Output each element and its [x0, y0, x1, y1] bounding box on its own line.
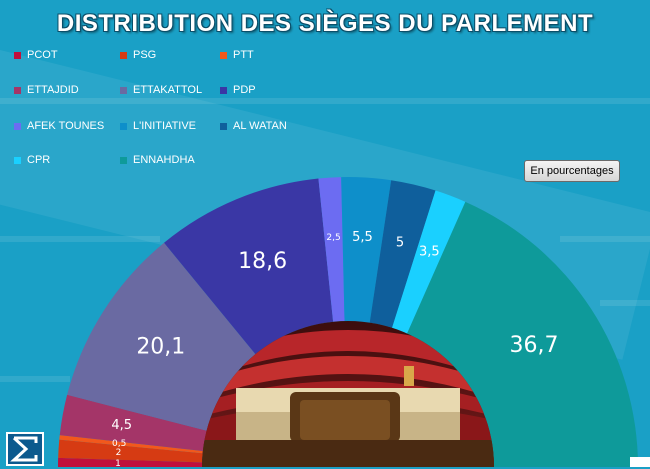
percentage-toggle-button[interactable]: En pourcentages — [524, 160, 620, 182]
legend-label: PTT — [233, 49, 254, 61]
legend-item: L'INITIATIVE — [120, 119, 196, 133]
legend-swatch — [120, 122, 127, 130]
slice-pcot — [58, 457, 203, 467]
legend-item: PDP — [220, 83, 256, 97]
data-label: 18,6 — [238, 249, 287, 274]
legend-label: PSG — [133, 49, 157, 61]
slice-psg — [58, 439, 203, 463]
legend-label: ETTAKATTOL — [133, 84, 203, 96]
legend-item: ENNAHDHA — [120, 153, 195, 167]
legend-item: PTT — [220, 48, 254, 62]
background-stripe — [0, 98, 650, 104]
legend-item: ETTAKATTOL — [120, 83, 202, 97]
data-label: 3,5 — [419, 244, 440, 259]
slice-ettajdid — [59, 394, 207, 451]
corner-box — [630, 457, 650, 467]
legend-label: CPR — [27, 154, 51, 166]
legend-item: PSG — [120, 48, 156, 62]
legend-swatch — [120, 51, 127, 59]
data-label: 2 — [116, 448, 122, 458]
slice-al-watan — [369, 180, 436, 328]
slice-ptt — [59, 435, 203, 454]
legend-item: AFEK TOUNES — [14, 119, 104, 133]
legend-label: ENNAHDHA — [133, 154, 195, 166]
legend-swatch — [220, 51, 227, 59]
data-label: 5 — [396, 235, 404, 250]
legend-swatch — [14, 86, 21, 94]
sigma-icon — [10, 436, 38, 462]
data-label: 20,1 — [136, 335, 185, 360]
background-stripe — [560, 236, 650, 242]
sigma-logo — [6, 432, 44, 466]
slice-ettakattol — [67, 242, 256, 431]
legend-swatch — [14, 51, 21, 59]
slice-afek-tounes — [318, 177, 345, 322]
data-label: 1 — [115, 459, 121, 467]
legend-item: PCOT — [14, 48, 58, 62]
legend-label: PDP — [233, 84, 256, 96]
slice-ennahdha — [407, 201, 638, 467]
legend-label: AL WATAN — [233, 120, 287, 132]
legend-item: ETTAJDID — [14, 83, 79, 97]
legend-label: AFEK TOUNES — [27, 120, 105, 132]
data-label: 2,5 — [326, 233, 340, 243]
legend-swatch — [14, 156, 21, 164]
chart-legend: PCOT PSG PTT ETTAJDID ETTAKATTOL PDP AFEK TOUN… — [14, 48, 334, 184]
slice-l-initiative — [341, 177, 392, 323]
legend-item: AL WATAN — [220, 119, 287, 133]
legend-swatch — [120, 156, 127, 164]
legend-swatch — [120, 86, 127, 94]
slice-cpr — [392, 190, 466, 334]
legend-swatch — [220, 86, 227, 94]
data-label: 4,5 — [111, 418, 132, 433]
legend-swatch — [220, 122, 227, 130]
data-label: 5,5 — [352, 230, 373, 245]
slice-pdp — [164, 178, 334, 355]
background-stripe — [0, 236, 160, 242]
legend-label: L'INITIATIVE — [133, 120, 197, 132]
background-stripe — [600, 300, 650, 306]
legend-swatch — [14, 122, 21, 130]
data-label: 36,7 — [510, 333, 559, 358]
legend-label: PCOT — [27, 49, 58, 61]
page-title: DISTRIBUTION DES SIÈGES DU PARLEMENT — [56, 10, 594, 37]
data-label: 0,5 — [112, 439, 126, 449]
background-stripe — [0, 376, 70, 382]
legend-item: CPR — [14, 153, 50, 167]
legend-label: ETTAJDID — [27, 84, 79, 96]
